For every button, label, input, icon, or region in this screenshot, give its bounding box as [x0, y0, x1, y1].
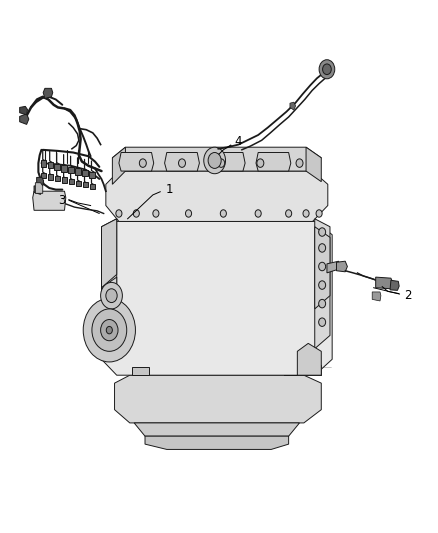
Circle shape — [101, 282, 122, 309]
Circle shape — [316, 210, 322, 217]
Polygon shape — [20, 107, 28, 115]
Bar — [41, 173, 46, 178]
Bar — [41, 160, 46, 167]
Polygon shape — [134, 423, 300, 436]
Bar — [90, 184, 95, 189]
Circle shape — [255, 210, 261, 217]
Circle shape — [296, 159, 303, 167]
Bar — [54, 164, 60, 170]
Polygon shape — [390, 280, 399, 290]
Circle shape — [319, 318, 325, 326]
Bar — [48, 174, 53, 180]
Polygon shape — [315, 227, 330, 309]
Polygon shape — [376, 277, 393, 289]
Polygon shape — [33, 191, 66, 211]
Circle shape — [319, 228, 325, 236]
Text: 2: 2 — [405, 289, 412, 302]
Bar — [62, 177, 67, 183]
Circle shape — [106, 326, 113, 334]
Circle shape — [319, 281, 325, 289]
Circle shape — [322, 64, 331, 75]
Polygon shape — [35, 183, 43, 193]
Polygon shape — [106, 171, 328, 221]
Polygon shape — [372, 292, 381, 301]
Circle shape — [319, 300, 325, 308]
Polygon shape — [34, 186, 42, 195]
Circle shape — [303, 210, 309, 217]
Polygon shape — [327, 261, 339, 273]
Circle shape — [257, 159, 264, 167]
Bar — [47, 162, 53, 168]
Bar — [55, 176, 60, 181]
Polygon shape — [102, 219, 117, 288]
Circle shape — [101, 319, 118, 341]
Circle shape — [208, 152, 221, 168]
Bar — [61, 165, 67, 172]
Bar — [75, 168, 81, 175]
Polygon shape — [336, 261, 347, 272]
Circle shape — [153, 210, 159, 217]
Bar — [69, 179, 74, 184]
Polygon shape — [115, 375, 321, 423]
Polygon shape — [165, 152, 199, 171]
Circle shape — [319, 244, 325, 252]
Polygon shape — [290, 102, 296, 110]
Polygon shape — [315, 219, 330, 349]
Circle shape — [83, 298, 135, 362]
Circle shape — [204, 147, 226, 174]
Circle shape — [116, 210, 122, 217]
Polygon shape — [43, 88, 53, 99]
Text: 4: 4 — [235, 135, 242, 148]
Polygon shape — [102, 277, 117, 359]
Polygon shape — [102, 219, 117, 349]
Polygon shape — [284, 365, 321, 375]
Polygon shape — [102, 221, 332, 375]
Polygon shape — [119, 152, 154, 171]
Circle shape — [133, 210, 139, 217]
Polygon shape — [20, 114, 29, 124]
Bar — [89, 172, 95, 178]
Polygon shape — [113, 147, 125, 184]
Bar — [82, 170, 88, 176]
Circle shape — [185, 210, 191, 217]
Circle shape — [106, 289, 117, 303]
Circle shape — [319, 60, 335, 79]
Text: 3: 3 — [58, 193, 65, 207]
Polygon shape — [37, 177, 44, 186]
Polygon shape — [132, 367, 149, 375]
Text: 1: 1 — [165, 183, 173, 196]
Polygon shape — [256, 152, 291, 171]
Polygon shape — [306, 147, 321, 182]
Bar — [68, 167, 74, 173]
Circle shape — [218, 159, 225, 167]
Circle shape — [139, 159, 146, 167]
Circle shape — [319, 262, 325, 271]
Polygon shape — [145, 436, 289, 449]
Polygon shape — [210, 152, 245, 171]
Polygon shape — [297, 343, 321, 375]
Bar — [83, 182, 88, 188]
Circle shape — [286, 210, 292, 217]
Circle shape — [179, 159, 185, 167]
Circle shape — [92, 309, 127, 351]
Circle shape — [220, 210, 226, 217]
Bar — [76, 181, 81, 186]
Polygon shape — [113, 147, 321, 171]
